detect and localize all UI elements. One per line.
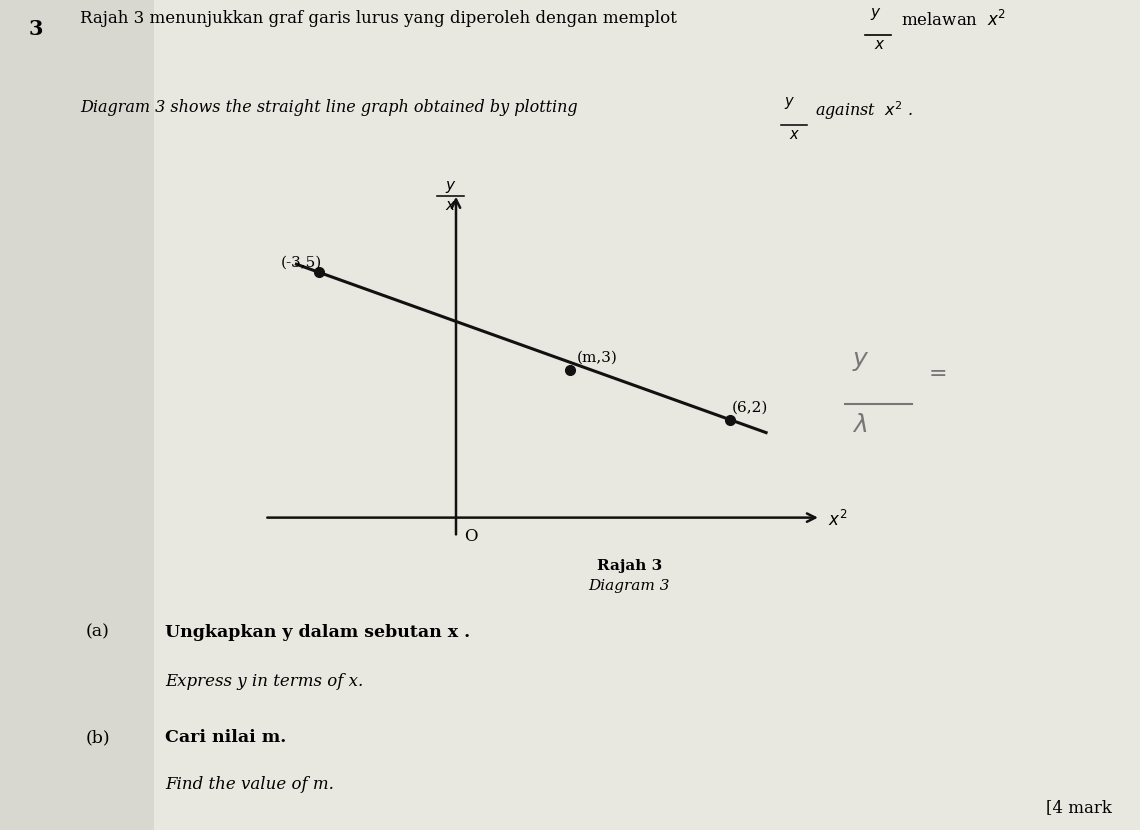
Text: $y$: $y$ (852, 350, 870, 373)
Text: Rajah 3: Rajah 3 (596, 559, 662, 574)
Text: melawan  $x^2$: melawan $x^2$ (901, 9, 1005, 30)
Text: (6,2): (6,2) (732, 401, 768, 415)
Text: 3: 3 (28, 19, 43, 39)
Text: $y$: $y$ (784, 95, 796, 111)
Text: Cari nilai m.: Cari nilai m. (165, 729, 286, 746)
Text: $x^2$: $x^2$ (828, 510, 847, 530)
Text: against  $x^2$ .: against $x^2$ . (815, 100, 913, 122)
Text: O: O (464, 529, 478, 545)
Text: (m,3): (m,3) (577, 350, 618, 364)
Text: Find the value of m.: Find the value of m. (165, 776, 334, 793)
Text: [4 mark: [4 mark (1045, 799, 1112, 817)
Text: Rajah 3 menunjukkan graf garis lurus yang diperoleh dengan memplot: Rajah 3 menunjukkan graf garis lurus yan… (80, 9, 687, 27)
Text: $y$: $y$ (445, 178, 456, 194)
Text: $y$: $y$ (870, 6, 881, 22)
Text: $x$: $x$ (874, 38, 886, 52)
Text: (b): (b) (86, 729, 111, 746)
Text: $\lambda$: $\lambda$ (852, 414, 868, 437)
Text: $x$: $x$ (789, 128, 800, 142)
Text: Express y in terms of x.: Express y in terms of x. (165, 673, 364, 690)
Text: (a): (a) (86, 624, 109, 641)
Text: Diagram 3 shows the straight line graph obtained by plotting: Diagram 3 shows the straight line graph … (80, 100, 588, 116)
Text: =: = (929, 363, 947, 385)
Text: $x$: $x$ (445, 199, 456, 213)
Text: Ungkapkan y dalam sebutan x .: Ungkapkan y dalam sebutan x . (165, 624, 471, 641)
Text: Diagram 3: Diagram 3 (588, 579, 670, 593)
Text: (-3,5): (-3,5) (280, 256, 321, 270)
